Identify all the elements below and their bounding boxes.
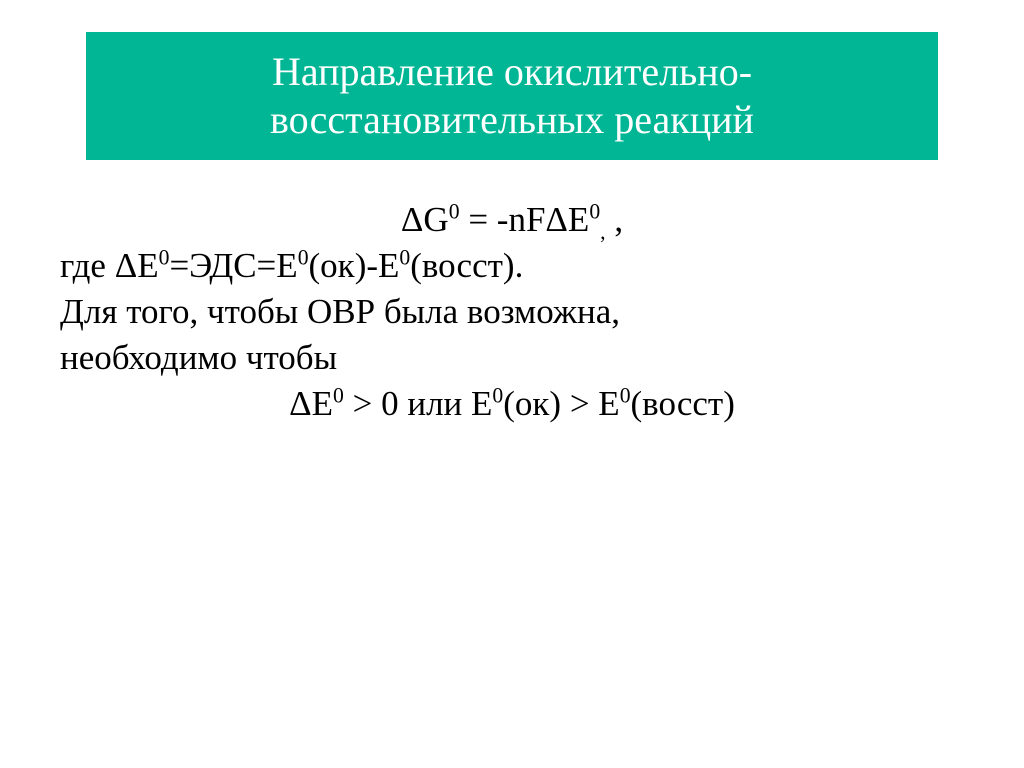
slide-title: Направление окислительно-восстановительн… — [106, 48, 918, 144]
eq-text: (ок) > E — [503, 384, 619, 423]
slide-body: ΔG0 = -nFΔE0, , где ΔE0=ЭДС=E0(ок)-E0(во… — [60, 200, 964, 430]
eq-text: = -nFΔE — [460, 200, 590, 239]
slide: Направление окислительно-восстановительн… — [0, 0, 1024, 768]
eq-text: =ЭДС=E — [169, 246, 297, 285]
eq-text: где ΔE — [60, 246, 159, 285]
eq-sup: 0 — [399, 245, 410, 269]
eq-sup: 0 — [620, 383, 631, 407]
eq-sup: 0 — [159, 245, 170, 269]
eq-sup: 0 — [492, 383, 503, 407]
equation-gibbs: ΔG0 = -nFΔE0, , — [60, 200, 964, 240]
eq-text: (восст) — [631, 384, 735, 423]
eq-sup: 0 — [333, 383, 344, 407]
eq-text: > 0 или E — [344, 384, 493, 423]
eq-sup: 0 — [298, 245, 309, 269]
eq-text: , — [606, 200, 624, 239]
eq-sup: 0 — [449, 199, 460, 223]
equation-emf-def: где ΔE0=ЭДС=E0(ок)-E0(восст). — [60, 246, 964, 286]
para-condition-2: необходимо чтобы — [60, 338, 964, 378]
equation-condition: ΔE0 > 0 или E0(ок) > E0(восст) — [60, 384, 964, 424]
eq-text: (восст). — [410, 246, 523, 285]
eq-text: ΔE — [289, 384, 333, 423]
title-box: Направление окислительно-восстановительн… — [86, 32, 938, 160]
para-condition-1: Для того, чтобы ОВР была возможна, — [60, 292, 964, 332]
eq-sup: 0 — [589, 199, 600, 223]
eq-text: ΔG — [401, 200, 449, 239]
eq-text: (ок)-E — [309, 246, 400, 285]
